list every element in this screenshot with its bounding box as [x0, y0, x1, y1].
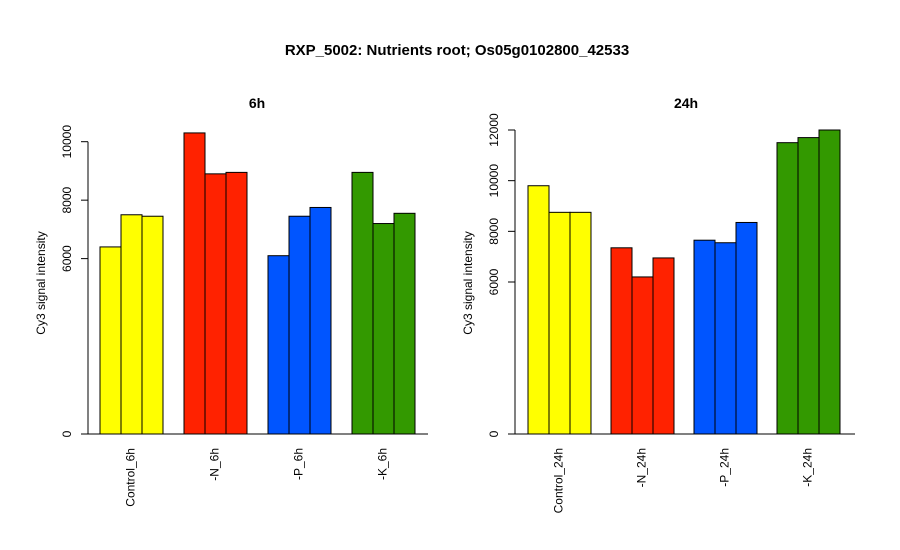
bar--P_6h-1	[267, 255, 290, 435]
y-tick-label: 10000	[60, 125, 74, 159]
bar--N_24h-3	[652, 257, 675, 435]
y-axis-label-24h: Cy3 signal intensity	[461, 231, 475, 334]
x-category-label: Control_6h	[124, 448, 138, 507]
bar--K_24h-1	[776, 142, 799, 435]
y-tick-label: 8000	[487, 218, 501, 245]
bar-Control_6h-2	[120, 214, 143, 435]
bar--N_6h-3	[225, 171, 248, 435]
bar--P_24h-2	[714, 242, 737, 435]
x-category-label: -P_24h	[718, 448, 732, 487]
y-tick-label: 6000	[60, 245, 74, 272]
y-tick-label: 10000	[487, 164, 501, 198]
x-category-label: -N_24h	[635, 448, 649, 487]
panel-title-24h: 24h	[674, 95, 698, 111]
bar-Control_24h-3	[569, 211, 592, 435]
bar--K_24h-3	[818, 129, 841, 435]
bar--N_6h-1	[183, 132, 206, 435]
bar--K_24h-2	[797, 137, 820, 435]
bar--N_24h-1	[610, 247, 633, 435]
panel-title-6h: 6h	[249, 95, 265, 111]
bar--P_24h-3	[735, 221, 758, 435]
y-tick-label: 0	[60, 430, 74, 437]
panel-6h: 6h Cy3 signal intensity 0 6000 8000 10000 Co…	[34, 95, 428, 507]
bar-Control_6h-3	[141, 215, 164, 435]
panel-24h: 24h Cy3 signal intensity 0 6000 8000 10000 1…	[461, 95, 855, 513]
x-category-label: -P_6h	[292, 448, 306, 480]
y-tick-label: 12000	[487, 113, 501, 147]
bar--K_6h-3	[393, 212, 416, 435]
bar--P_24h-1	[693, 239, 716, 435]
y-tick-label: 0	[487, 430, 501, 437]
bar-Control_24h-2	[548, 211, 571, 435]
bar--P_6h-2	[288, 215, 311, 435]
y-tick-label: 6000	[487, 268, 501, 295]
bar-Control_6h-1	[99, 246, 122, 435]
x-category-label: -N_6h	[208, 448, 222, 481]
x-category-label: -K_24h	[801, 448, 815, 487]
x-category-label: -K_6h	[376, 448, 390, 480]
bar--N_6h-2	[204, 173, 227, 435]
y-axis-label-6h: Cy3 signal intensity	[34, 231, 48, 334]
bar--N_24h-2	[631, 276, 654, 435]
x-category-label: Control_24h	[552, 448, 566, 513]
y-tick-label: 8000	[60, 186, 74, 213]
figure-title: RXP_5002: Nutrients root; Os05g0102800_4…	[285, 42, 629, 59]
bar--K_6h-1	[351, 171, 374, 435]
bar-Control_24h-1	[527, 185, 550, 435]
bar--K_6h-2	[372, 223, 395, 435]
bar--P_6h-3	[309, 206, 332, 435]
